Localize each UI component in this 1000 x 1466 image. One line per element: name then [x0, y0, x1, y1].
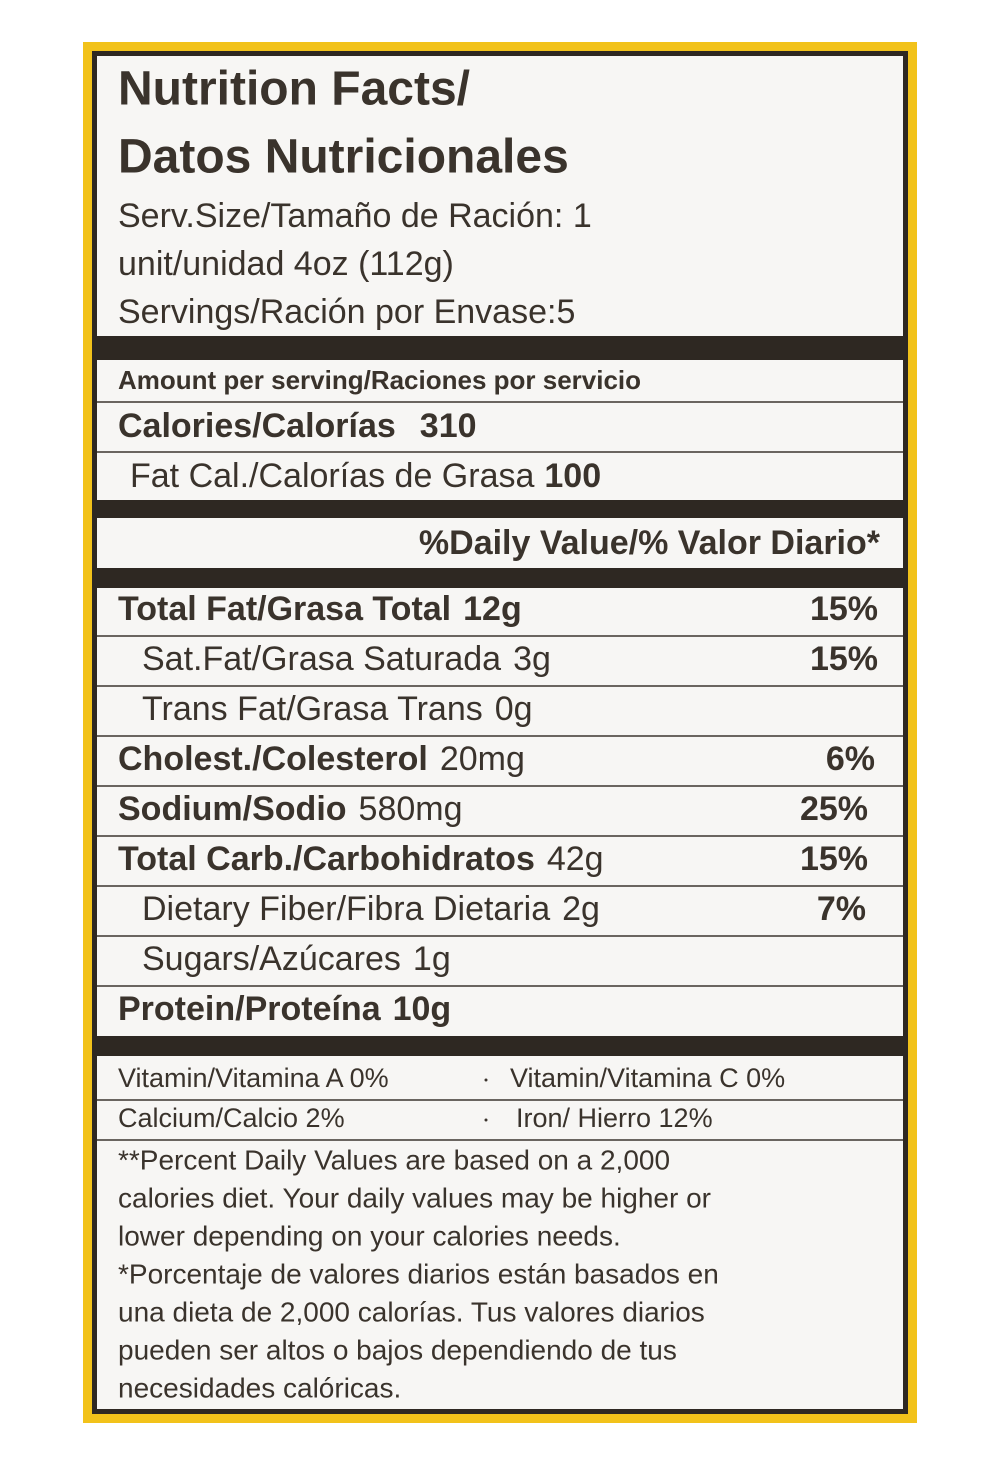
nutrient-rows: Total Fat/Grasa Total 12g 15% Sat.Fat/Grasa… — [97, 590, 903, 1028]
fat-calories: Fat Cal./Calorías de Grasa 100 — [130, 457, 601, 495]
thick-rule — [97, 568, 903, 588]
thick-rule — [97, 500, 903, 518]
thick-rule — [97, 336, 903, 360]
serving-info: unit/unidad 4oz (112g) — [118, 245, 454, 283]
nutrient-name: Cholest./Colesterol — [118, 740, 428, 778]
vitamin: Iron/ Hierro 12% — [516, 1103, 713, 1133]
nutrient-name: Total Carb./Carbohidratos — [118, 840, 535, 878]
footnote: lower depending on your calories needs. — [118, 1220, 621, 1251]
vitamin: Vitamin/Vitamina A 0% — [118, 1063, 389, 1093]
vitamin: Vitamin/Vitamina C 0% — [510, 1063, 785, 1093]
serving-info: Serv.Size/Tamaño de Ración: 1 — [118, 197, 592, 235]
footnote: necesidades calóricas. — [118, 1372, 401, 1403]
nutrient-percent: 15% — [800, 840, 868, 878]
nutrient-percent: 7% — [817, 890, 866, 928]
nutrient-amount: 10g — [393, 990, 452, 1028]
nutrient-name: Total Fat/Grasa Total — [118, 590, 451, 628]
calories-value: 310 — [420, 407, 477, 445]
nutrient-row: Total Carb./Carbohidratos 42g — [118, 840, 604, 878]
nutrient-amount: 3g — [513, 640, 551, 678]
footer: Vitamin/Vitamina A 0% Vitamin/Vitamina C … — [97, 1063, 903, 1403]
footnote: una dieta de 2,000 calorías. Tus valores… — [118, 1296, 705, 1327]
nutrient-name: Sat.Fat/Grasa Saturada — [142, 640, 501, 678]
nutrient-percent: 6% — [826, 740, 875, 778]
serving-info: Servings/Ración por Envase:5 — [118, 293, 575, 331]
separator-dot — [484, 1118, 488, 1122]
nutrient-amount: 0g — [495, 690, 533, 728]
nutrient-name: Protein/Proteína — [118, 990, 382, 1028]
nutrient-percent: 15% — [810, 590, 878, 628]
footnote: *Porcentaje de valores diarios están bas… — [118, 1258, 719, 1289]
daily-value-header: %Daily Value/% Valor Diario* — [419, 524, 881, 562]
nutrient-row: Sodium/Sodio 580mg — [118, 790, 463, 828]
nutrient-amount: 42g — [547, 840, 604, 878]
nutrient-row: Cholest./Colesterol 20mg — [118, 740, 525, 778]
fat-calories-label: Fat Cal./Calorías de Grasa — [130, 457, 534, 495]
footnote: pueden ser altos o bajos dependiendo de … — [118, 1334, 677, 1365]
calories: Calories/Calorías 310 — [118, 407, 477, 445]
nutrient-row: Dietary Fiber/Fibra Dietaria 2g — [142, 890, 600, 928]
nutrient-amount: 20mg — [440, 740, 525, 778]
title: Nutrition Facts/ — [118, 63, 470, 116]
nutrient-name: Sugars/Azúcares — [142, 940, 401, 978]
vitamin: Calcium/Calcio 2% — [118, 1103, 345, 1133]
nutrient-name: Trans Fat/Grasa Trans — [142, 690, 483, 728]
calories-label: Calories/Calorías — [118, 407, 396, 445]
nutrient-row: Protein/Proteína 10g — [118, 990, 451, 1028]
nutrient-amount: 12g — [463, 590, 522, 628]
nutrient-name: Dietary Fiber/Fibra Dietaria — [142, 890, 550, 928]
footnote: **Percent Daily Values are based on a 2,… — [118, 1144, 670, 1175]
fat-calories-value: 100 — [544, 457, 601, 495]
nutrient-amount: 1g — [413, 940, 451, 978]
nutrient-amount: 580mg — [359, 790, 463, 828]
amount-per-serving: Amount per serving/Raciones por servicio — [118, 365, 641, 395]
separator-dot — [484, 1078, 488, 1082]
nutrient-name: Sodium/Sodio — [118, 790, 347, 828]
nutrient-amount: 2g — [562, 890, 600, 928]
nutrient-row: Sat.Fat/Grasa Saturada 3g — [142, 640, 551, 678]
thick-rule — [97, 1036, 903, 1056]
title: Datos Nutricionales — [118, 131, 569, 184]
nutrient-row: Total Fat/Grasa Total 12g — [118, 590, 522, 628]
panel — [97, 56, 903, 1409]
nutrient-percent: 25% — [800, 790, 868, 828]
nutrient-percent: 15% — [810, 640, 878, 678]
footnote: calories diet. Your daily values may be … — [118, 1182, 711, 1213]
nutrient-row: Trans Fat/Grasa Trans 0g — [142, 690, 533, 728]
nutrient-row: Sugars/Azúcares 1g — [142, 940, 451, 978]
